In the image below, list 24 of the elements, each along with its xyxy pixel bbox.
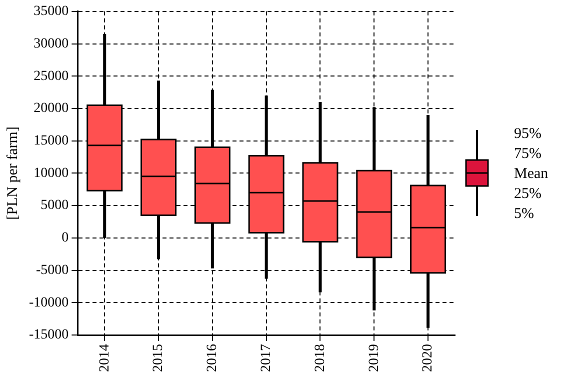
y-tick-label: -5000 <box>36 262 69 278</box>
x-tick-label: 2020 <box>420 344 436 372</box>
x-tick-label: 2014 <box>97 344 112 372</box>
y-tick-label: 10000 <box>34 166 69 181</box>
y-tick-label: -10000 <box>28 295 69 310</box>
y-tick-label: 15000 <box>34 134 69 149</box>
text: Mean <box>514 165 548 184</box>
x-tick-label: 2018 <box>312 344 328 372</box>
x-tick-label: 2015 <box>151 344 166 372</box>
y-tick-label: 30000 <box>34 36 69 52</box>
y-axis-title: [PLN per farm] <box>4 126 21 220</box>
x-tick-label: 2016 <box>205 344 220 372</box>
y-tick-label: 20000 <box>34 101 69 116</box>
y-tick-label: 25000 <box>34 68 69 84</box>
text: 75% <box>514 145 542 164</box>
y-tick-label: -15000 <box>28 328 69 343</box>
x-tick-label: 2017 <box>259 344 274 372</box>
y-tick-label: 0 <box>62 230 69 246</box>
x-tick-label: 2019 <box>366 344 382 372</box>
text: 5% <box>514 205 535 224</box>
y-tick-label: 5000 <box>40 198 69 214</box>
text: 25% <box>514 185 542 204</box>
y-tick-label: 35000 <box>34 4 69 20</box>
text: 95% <box>514 125 542 144</box>
